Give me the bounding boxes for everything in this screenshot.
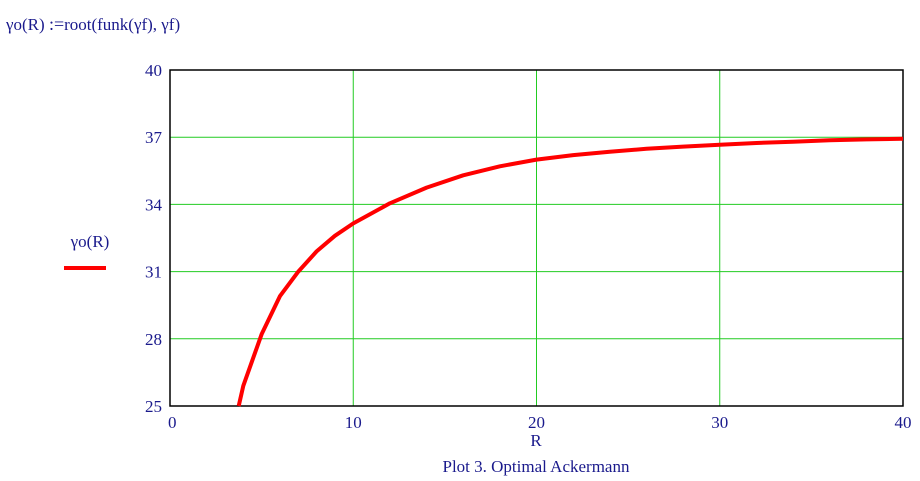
- series-line-0: [239, 139, 903, 406]
- x-axis-label: R: [530, 431, 542, 450]
- x-tick-label-0: 0: [168, 413, 177, 432]
- y-tick-label-37: 37: [145, 128, 163, 147]
- legend-label: γo(R): [70, 232, 110, 251]
- y-tick-label-31: 31: [145, 263, 162, 282]
- x-tick-label-10: 10: [345, 413, 362, 432]
- chart-title: Plot 3. Optimal Ackermann: [443, 457, 630, 476]
- x-tick-label-20: 20: [528, 413, 545, 432]
- x-tick-label-40: 40: [895, 413, 912, 432]
- y-tick-label-34: 34: [145, 195, 163, 214]
- y-tick-label-25: 25: [145, 397, 162, 416]
- x-tick-label-30: 30: [711, 413, 728, 432]
- y-tick-label-40: 40: [145, 61, 162, 80]
- y-tick-label-28: 28: [145, 330, 162, 349]
